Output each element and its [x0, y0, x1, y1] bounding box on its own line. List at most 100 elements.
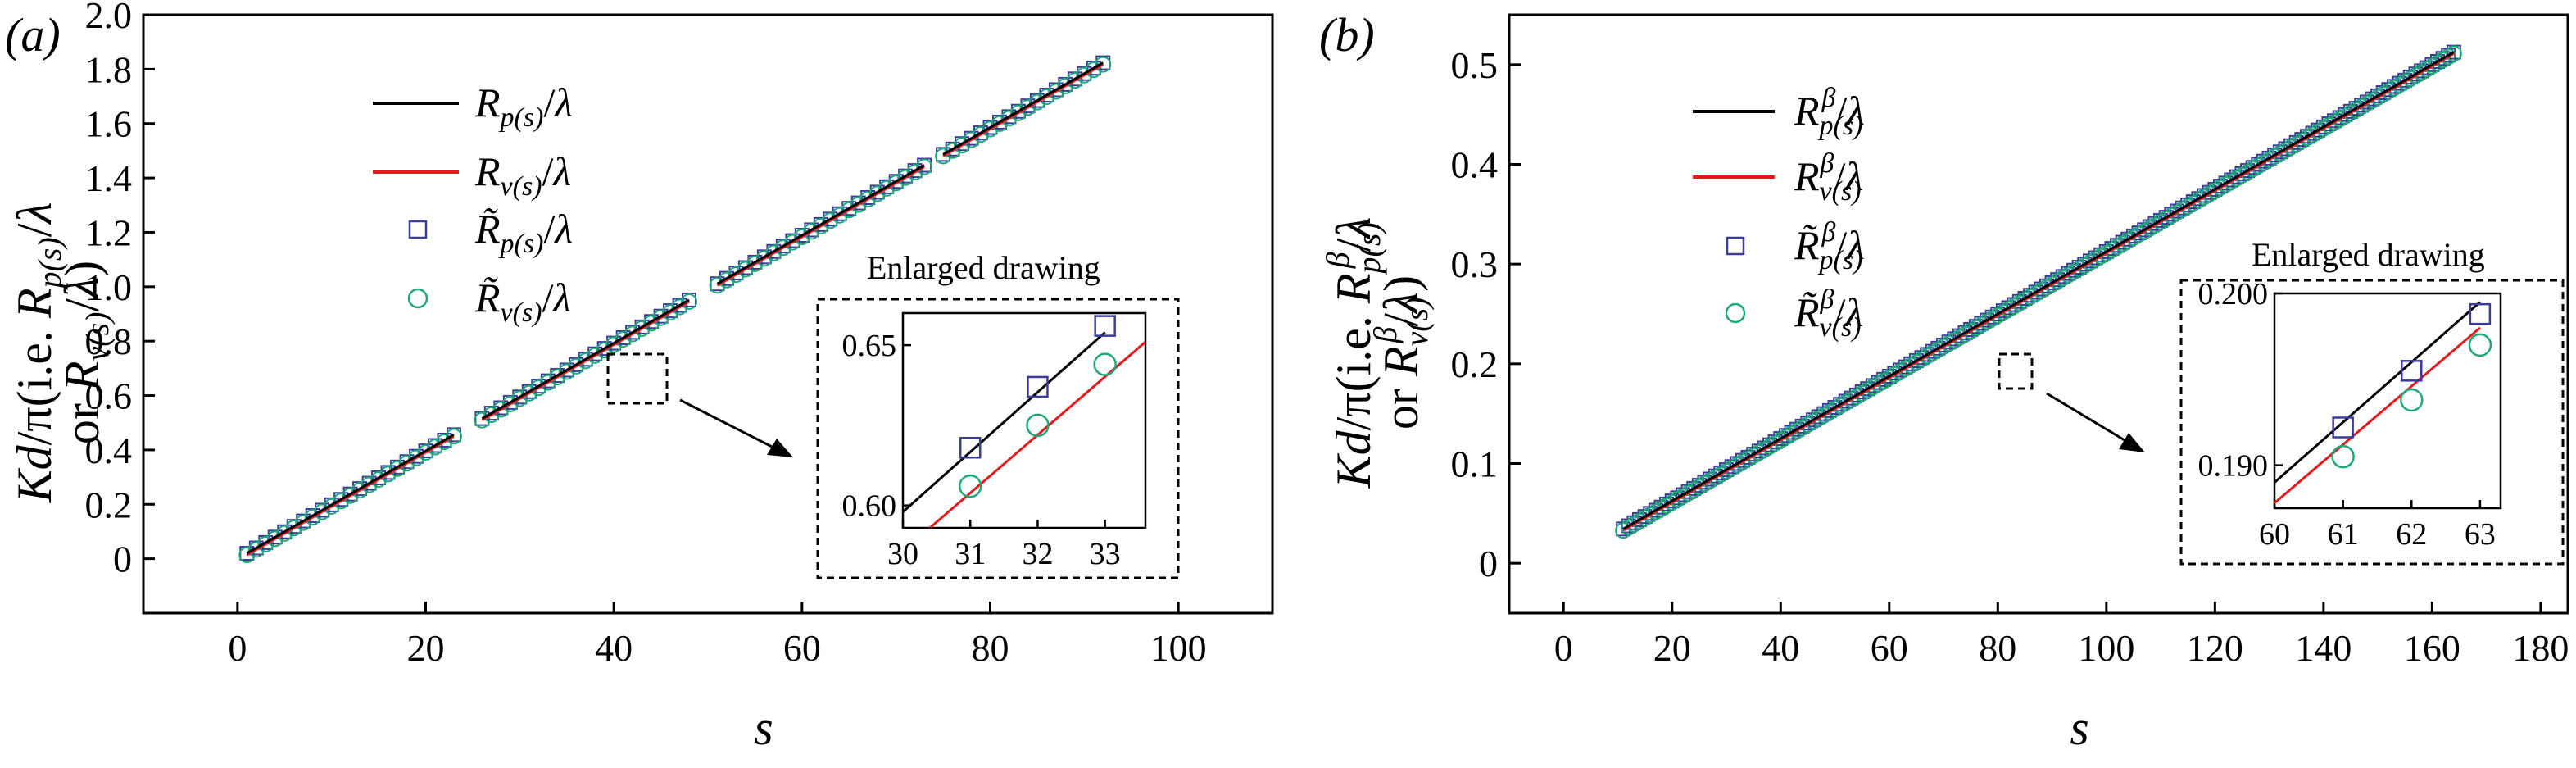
- y-tick-label: 0.8: [85, 320, 133, 362]
- panel-a-zoom-arrow-line: [679, 398, 778, 451]
- legend-a-marker-square: [408, 220, 428, 239]
- inset-x-tick-label: 30: [887, 537, 918, 571]
- y-tick-label: 1.6: [85, 103, 133, 145]
- panel-b-label: (b): [1319, 8, 1375, 61]
- legend-a-label-rp: Rp(s)/λ: [474, 80, 573, 133]
- inset-x-tick-label: 62: [2396, 517, 2427, 552]
- x-tick-label: 160: [2404, 627, 2460, 669]
- series-line-rv: [716, 166, 925, 287]
- panel-b-ylabel-line1: Kd/π(i.e. Rp(s)β/λ: [1319, 217, 1387, 489]
- legend-a-label-rv: Rv(s)/λ: [474, 148, 571, 202]
- panel-b-legend: Rp(s)β/λ Rv(s)β/λ R̃p(s)β/λ R̃v(s)β/λ: [1693, 83, 1865, 343]
- data-point-circle: [2445, 45, 2462, 62]
- x-tick-label: 180: [2512, 627, 2569, 669]
- x-tick-label: 80: [1979, 627, 2016, 669]
- panel-a-xlabel: s: [754, 701, 773, 755]
- inset-point-circle: [1026, 413, 1050, 438]
- y-tick-label: 0.2: [85, 484, 133, 525]
- panel-a-inset-frame: [901, 311, 1147, 529]
- panel-a-ylabel: Kd/π(i.e. Rp(s)/λ or Rv(s)/λ): [7, 202, 116, 504]
- inset-x-tick-label: 33: [1090, 537, 1121, 571]
- inset-point-circle: [1093, 352, 1117, 376]
- data-point-circle: [681, 293, 698, 310]
- panel-a-zoom-arrow-head: [767, 439, 793, 457]
- y-tick-label: 0.1: [1451, 443, 1499, 485]
- inset-y-tick-label: 0.200: [2198, 277, 2269, 311]
- panel-a-inset-dashed-box: [816, 298, 1180, 579]
- series-line-rv: [481, 300, 690, 421]
- panel-a-ylabel-line2: or Rv(s)/λ): [55, 261, 116, 444]
- panel-a-series: [238, 55, 1112, 564]
- series-line-rp: [246, 434, 455, 555]
- panel-b-ylabel-line2: or Rv(s)β/λ): [1367, 275, 1435, 429]
- panel-b: (b) Kd/π(i.e. Rp(s)β/λ or Rv(s)β/λ) 0 20 4…: [1319, 8, 2569, 755]
- y-tick-label: 0.4: [85, 429, 133, 471]
- inset-y-tick-label: 0.190: [2198, 449, 2269, 484]
- y-tick-label: 1.8: [85, 48, 133, 90]
- inset-point-square: [1094, 315, 1116, 337]
- inset-point-circle: [2468, 333, 2492, 357]
- panel-b-inset: Enlarged drawing 60 61 62 63 0.190 0.200: [2179, 236, 2565, 566]
- panel-b-inset-series: 60 61 62 63 0.190 0.200: [2198, 277, 2496, 552]
- panel-a-label: (a): [5, 8, 61, 61]
- inset-x-tick-label: 31: [955, 537, 986, 571]
- panel-b-zoom-arrow-line: [2046, 392, 2129, 444]
- x-tick-label: 0: [1554, 627, 1573, 669]
- y-tick-label: 1.4: [85, 157, 133, 199]
- panel-b-zoom-arrow-head: [2119, 433, 2145, 452]
- panel-a-inset: Enlarged drawing 30 31 32 33 0.60 0.65: [816, 249, 1180, 579]
- data-point-circle: [445, 428, 462, 445]
- inset-point-square: [959, 436, 982, 459]
- inset-point-circle: [2400, 388, 2424, 412]
- series-line-rp: [481, 298, 690, 420]
- x-tick-label: 80: [972, 627, 1009, 669]
- panel-b-y-ticks: 0 0.1 0.2 0.3 0.4 0.5: [1451, 44, 1521, 584]
- y-tick-label: 0: [1479, 543, 1498, 584]
- y-tick-label: 0.5: [1451, 44, 1499, 86]
- panel-a-inset-series: 30 31 32 33 0.60 0.65: [842, 315, 1145, 571]
- series-line-rp: [942, 61, 1104, 156]
- series-line-rv: [246, 435, 455, 557]
- x-tick-label: 60: [783, 627, 821, 669]
- series-line-rp: [716, 164, 925, 285]
- data-point-circle: [916, 158, 933, 175]
- x-tick-label: 60: [1871, 627, 1908, 669]
- x-tick-label: 100: [2078, 627, 2134, 669]
- y-tick-label: 0.2: [1451, 343, 1499, 385]
- panel-a-inset-title: Enlarged drawing: [867, 249, 1100, 286]
- x-tick-label: 120: [2187, 627, 2243, 669]
- inset-line-rv: [2274, 326, 2481, 504]
- panel-b-zoom-box: [1998, 352, 2034, 390]
- legend-b-marker-circle: [1725, 302, 1746, 324]
- inset-x-tick-label: 32: [1022, 537, 1053, 571]
- panel-b-inset-dashed-box: [2179, 279, 2565, 566]
- panel-b-inset-frame: [2273, 292, 2502, 510]
- x-tick-label: 20: [1653, 627, 1691, 669]
- inset-line-rp: [2274, 301, 2481, 484]
- x-tick-label: 0: [228, 627, 247, 669]
- series-line-rv: [1622, 52, 2455, 532]
- y-tick-label: 2.0: [85, 0, 133, 36]
- panel-b-plot-frame: [1508, 13, 2569, 615]
- legend-b-label-rp: Rp(s)β/λ: [1794, 83, 1865, 141]
- inset-x-tick-label: 61: [2328, 517, 2359, 552]
- series-line-rp: [1622, 51, 2455, 530]
- inset-point-square: [2401, 360, 2423, 382]
- inset-point-circle: [958, 474, 982, 498]
- panel-b-inset-title: Enlarged drawing: [2252, 236, 2485, 273]
- y-tick-label: 1.2: [85, 211, 133, 253]
- legend-a-label-rv-tilde: R̃v(s)/λ: [474, 275, 571, 328]
- inset-point-square: [1027, 375, 1049, 398]
- panel-a-ylabel-line1: Kd/π(i.e. Rp(s)/λ: [7, 202, 68, 504]
- legend-b-label-rp-tilde: R̃p(s)β/λ: [1794, 217, 1865, 275]
- y-tick-label: 0: [113, 539, 132, 580]
- panel-a-zoom-box: [606, 352, 669, 405]
- y-tick-label: 1.0: [85, 266, 133, 308]
- legend-b-marker-square: [1726, 236, 1745, 256]
- panel-a-x-ticks: 0 20 40 60 80 100: [228, 602, 1207, 669]
- x-tick-label: 140: [2295, 627, 2352, 669]
- legend-a-marker-circle: [407, 288, 429, 309]
- panel-b-x-ticks: 0 20 40 60 80 100 120 140 160 180: [1554, 602, 2569, 669]
- x-tick-label: 100: [1150, 627, 1207, 669]
